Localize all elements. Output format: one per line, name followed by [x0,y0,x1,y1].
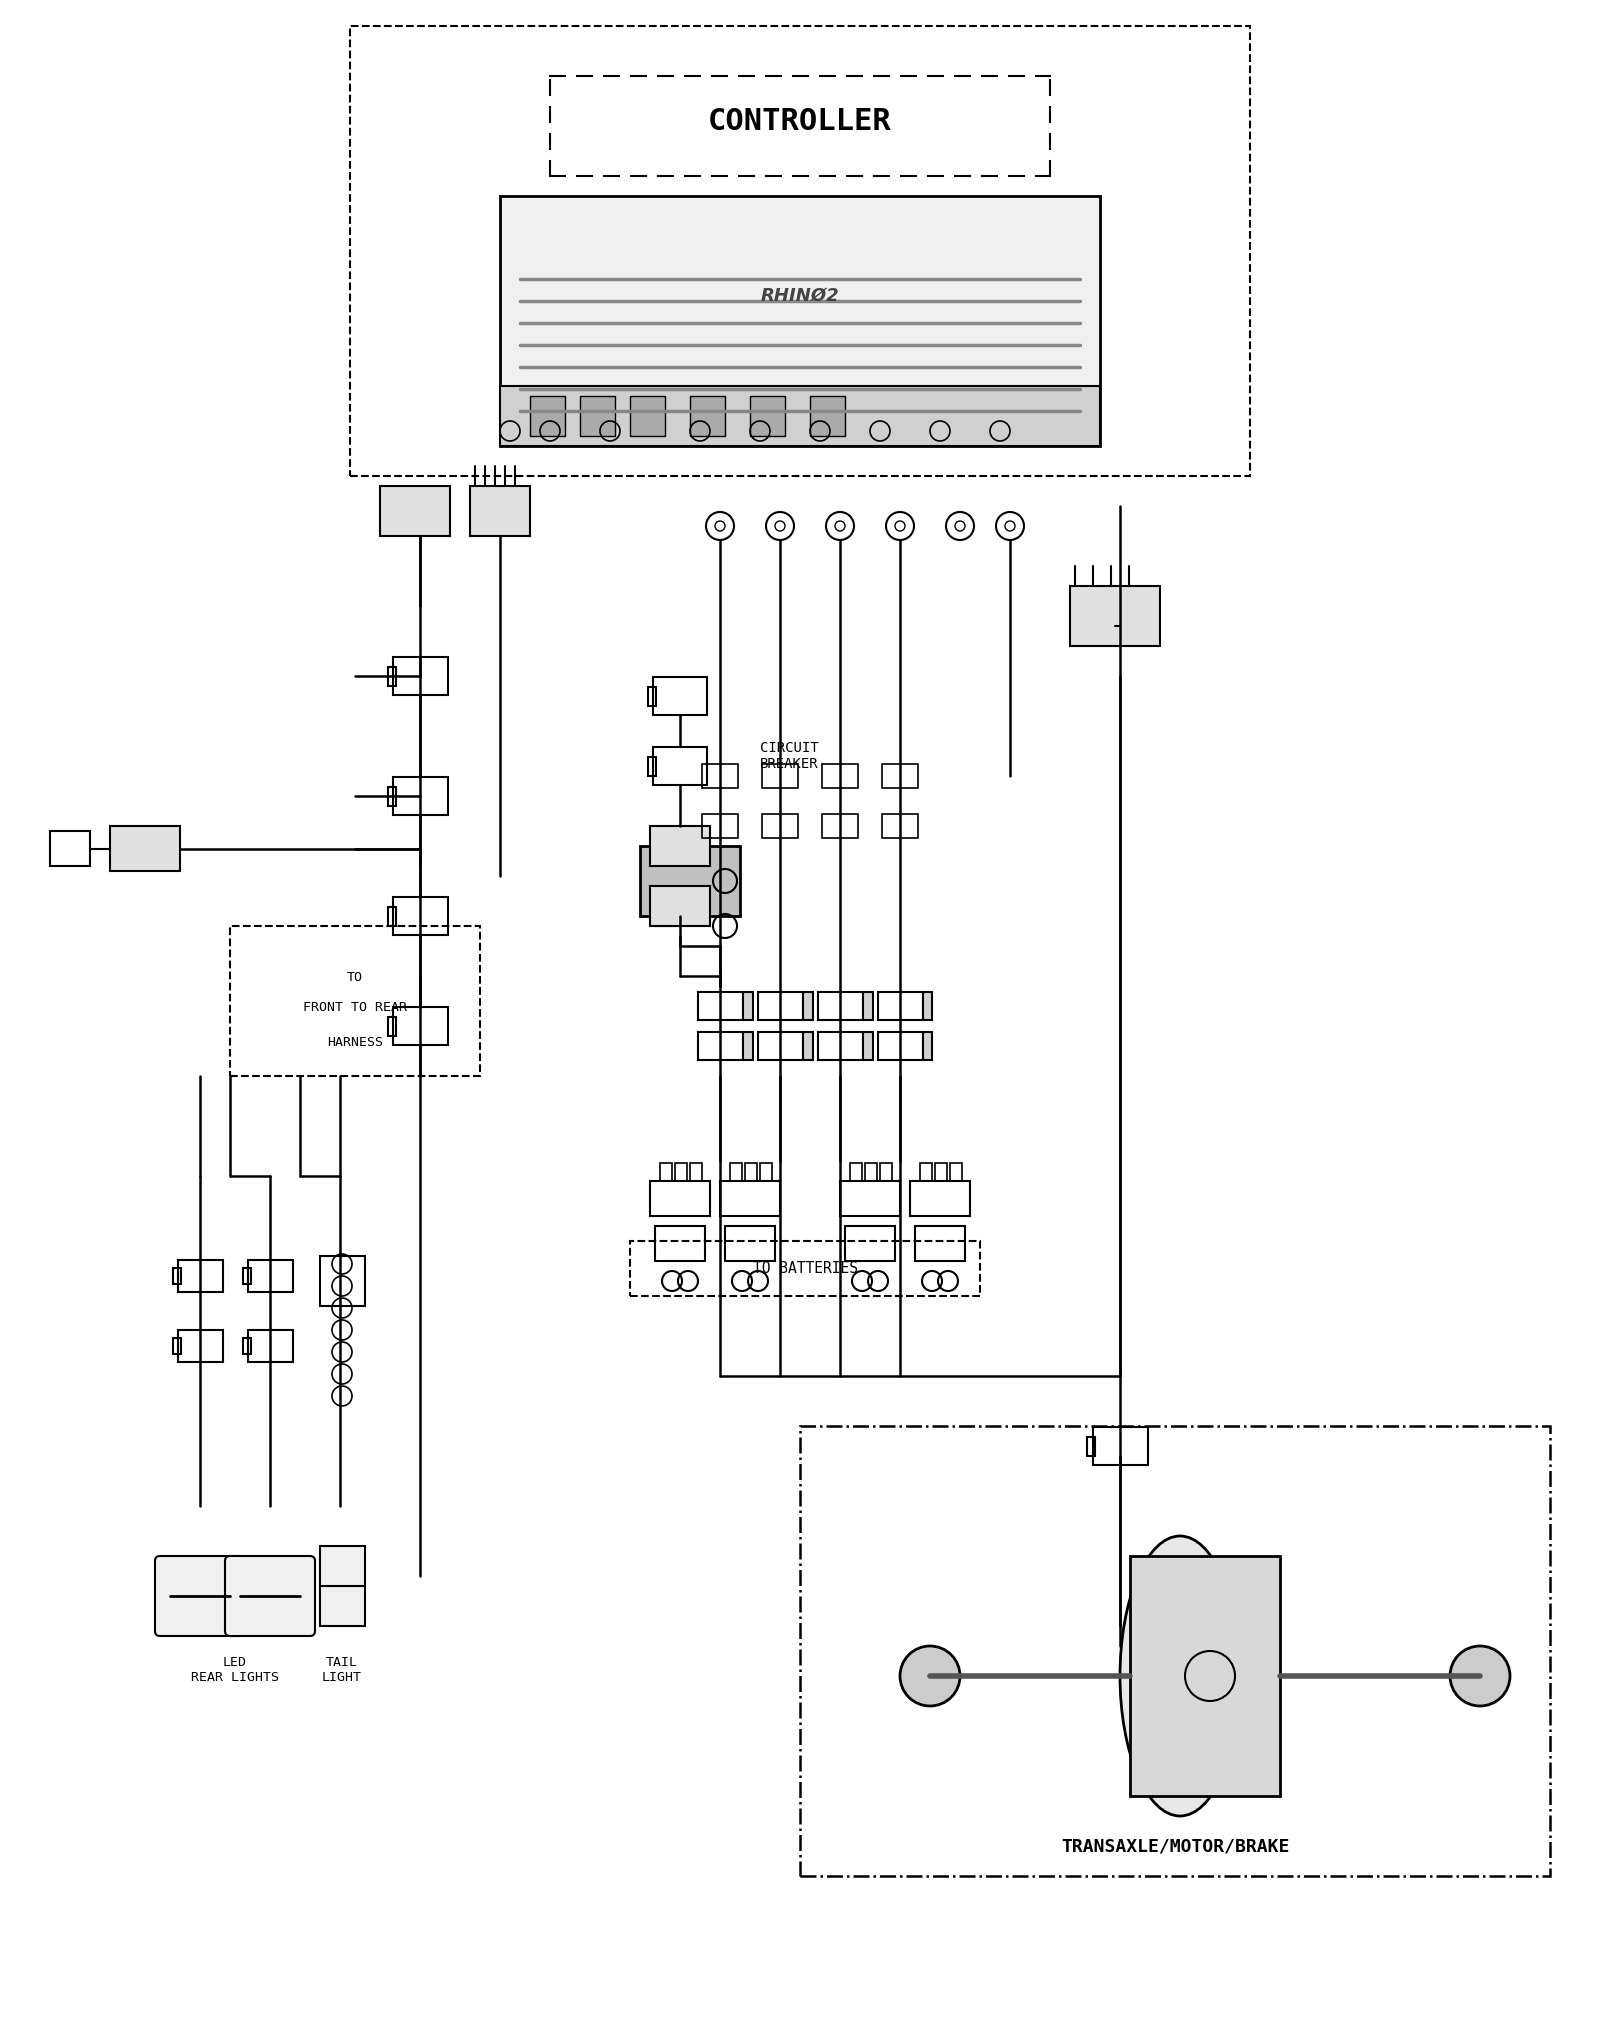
Polygon shape [742,1031,752,1060]
Polygon shape [803,1031,813,1060]
Text: LED
REAR LIGHTS: LED REAR LIGHTS [190,1655,278,1684]
Ellipse shape [1120,1536,1240,1815]
Polygon shape [650,885,710,926]
Polygon shape [862,993,872,1019]
Polygon shape [690,395,725,436]
Polygon shape [654,912,685,926]
Text: TO BATTERIES: TO BATTERIES [752,1260,858,1276]
Polygon shape [381,486,450,537]
Text: TAIL
LIGHT: TAIL LIGHT [322,1655,362,1684]
Polygon shape [320,1546,365,1627]
Polygon shape [650,827,710,865]
Polygon shape [640,847,739,916]
Polygon shape [630,395,666,436]
Text: FRONT TO REAR: FRONT TO REAR [302,1001,406,1013]
FancyBboxPatch shape [155,1556,245,1637]
Polygon shape [742,993,752,1019]
Text: HARNESS: HARNESS [326,1035,382,1049]
Polygon shape [1130,1556,1280,1795]
Polygon shape [918,1651,942,1702]
Polygon shape [750,395,786,436]
Polygon shape [530,395,565,436]
Polygon shape [470,486,530,537]
Polygon shape [923,1031,933,1060]
Circle shape [1450,1645,1510,1706]
Text: TO: TO [347,970,363,985]
Polygon shape [810,395,845,436]
Polygon shape [110,827,179,871]
Text: RHINØ2: RHINØ2 [760,288,840,306]
Polygon shape [862,1031,872,1060]
Polygon shape [499,197,1101,446]
Polygon shape [579,395,614,436]
Text: CONTROLLER: CONTROLLER [709,107,891,136]
Polygon shape [1070,586,1160,646]
Polygon shape [803,993,813,1019]
Polygon shape [1469,1651,1493,1702]
Polygon shape [499,387,1101,446]
Text: CIRCUIT
BREAKER: CIRCUIT BREAKER [760,742,819,772]
Circle shape [901,1645,960,1706]
FancyBboxPatch shape [226,1556,315,1637]
Text: TRANSAXLE/MOTOR/BRAKE: TRANSAXLE/MOTOR/BRAKE [1061,1838,1290,1856]
Polygon shape [923,993,933,1019]
